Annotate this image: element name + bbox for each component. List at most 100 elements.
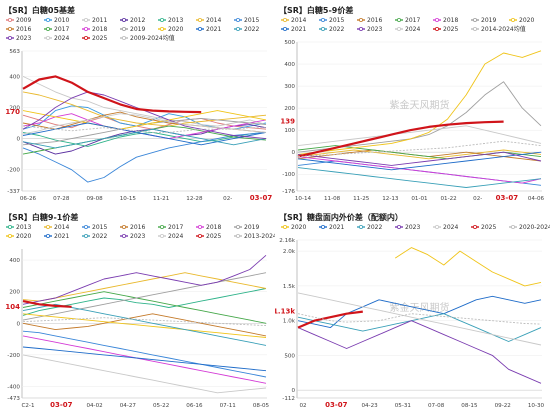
legend-entry[interactable]: 2019	[120, 26, 145, 33]
legend-entry[interactable]: 2022	[82, 233, 107, 240]
legend-entry[interactable]: 2025	[433, 26, 458, 33]
legend-entry[interactable]: 2020	[6, 233, 31, 240]
x-tick-label: 07-08	[428, 403, 445, 409]
legend-marker	[46, 26, 51, 31]
series-line-2021	[22, 346, 267, 372]
legend-label: 2013	[168, 17, 183, 24]
legend-entry[interactable]: 2023	[120, 233, 145, 240]
legend-marker	[397, 26, 402, 31]
legend-label: 2024	[443, 224, 458, 231]
legend-entry[interactable]: 2015	[234, 17, 259, 24]
legend-entry[interactable]: 2023	[6, 35, 31, 42]
legend-entry[interactable]: 2017	[395, 17, 420, 24]
legend-entry[interactable]: 2020	[281, 224, 306, 231]
x-tick-label: 09-22	[495, 403, 511, 409]
legend-entry[interactable]: 2018	[433, 17, 458, 24]
legend-entry[interactable]: 2024	[158, 233, 183, 240]
legend-entry[interactable]: 2013	[6, 224, 31, 231]
legend-entry[interactable]: 2014	[196, 17, 221, 24]
y-tick-label: 1.0k	[283, 319, 296, 325]
x-tick-label: 04-27	[120, 403, 137, 409]
legend-entry[interactable]: 2021	[281, 26, 306, 33]
y-tick-label: -112	[282, 396, 295, 402]
legend-entry[interactable]: 2025	[82, 35, 107, 42]
current-date-label: 03-07	[496, 194, 519, 202]
legend-marker	[84, 224, 89, 229]
legend-entry[interactable]: 2020	[158, 26, 183, 33]
legend-entry[interactable]: 2010	[44, 17, 69, 24]
legend-entry[interactable]: 2014	[281, 17, 306, 24]
legend-entry[interactable]: 2019	[234, 224, 259, 231]
legend-marker	[321, 224, 326, 229]
legend-entry[interactable]: 2024	[44, 35, 69, 42]
legend-entry[interactable]: 2014	[44, 224, 69, 231]
legend-entry[interactable]: 2022	[319, 26, 344, 33]
legend-label: 2022	[92, 233, 107, 240]
legend-entry[interactable]: 2025	[196, 233, 221, 240]
legend-entry[interactable]: 2023	[357, 26, 382, 33]
legend-entry[interactable]: 2025	[471, 224, 496, 231]
legend-entry[interactable]: 2015	[319, 17, 344, 24]
legend-marker	[359, 17, 364, 22]
legend-entry[interactable]: 2020	[509, 17, 534, 24]
series-line-2022	[297, 167, 542, 188]
legend-marker	[46, 233, 51, 238]
legend-marker	[235, 233, 240, 238]
series-line-2024	[297, 125, 542, 147]
legend-entry[interactable]: 2016	[6, 26, 31, 33]
legend-entry[interactable]: 2023	[395, 224, 420, 231]
y-tick-label: -337	[7, 189, 20, 195]
x-tick-label: 07-11	[220, 403, 237, 409]
legend-entry[interactable]: 2020-2024均值	[509, 223, 550, 231]
legend-entry[interactable]: 2011	[82, 17, 107, 24]
legend-label: 2020	[168, 26, 183, 33]
legend-marker	[159, 17, 164, 22]
legend-label: 2013-2024均值	[244, 232, 275, 240]
legend-marker	[434, 224, 439, 229]
legend-entry[interactable]: 2024	[395, 26, 420, 33]
legend-entry[interactable]: 2022	[234, 26, 259, 33]
legend-marker	[397, 17, 402, 22]
legend-marker	[359, 224, 364, 229]
series-line-2025	[22, 300, 72, 308]
legend-entry[interactable]: 2017	[158, 224, 183, 231]
y-tick-label: 0	[291, 388, 295, 394]
legend-label: 2018	[206, 224, 221, 231]
legend-marker	[510, 224, 515, 229]
legend-entry[interactable]: 2021	[196, 26, 221, 33]
series-line-2013	[22, 288, 267, 316]
legend-entry[interactable]: 2021	[319, 224, 344, 231]
legend-label: 2022	[329, 26, 344, 33]
legend-entry[interactable]: 2012	[120, 17, 145, 24]
legend-entry[interactable]: 2016	[120, 224, 145, 231]
legend-entry[interactable]: 2009	[6, 17, 31, 24]
legend-marker	[472, 224, 477, 229]
x-tick-label: 11-21	[153, 196, 170, 202]
legend-entry[interactable]: 2016	[357, 17, 382, 24]
legend-entry[interactable]: 2018	[82, 26, 107, 33]
legend-entry[interactable]: 2009-2024均值	[120, 34, 175, 42]
legend-entry[interactable]: 2015	[82, 224, 107, 231]
y-tick-label: 2.0k	[283, 249, 296, 255]
series-line-2024	[297, 292, 542, 346]
legend-entry[interactable]: 2014-2024均值	[471, 25, 526, 33]
y-tick-label: 100	[284, 128, 295, 134]
legend-marker	[235, 26, 240, 31]
legend-entry[interactable]: 2013	[158, 17, 183, 24]
legend-entry[interactable]: 2021	[44, 233, 69, 240]
legend-entry[interactable]: 2022	[357, 224, 382, 231]
y-tick-label: 2.16k	[279, 238, 295, 244]
legend-entry[interactable]: 2013-2024均值	[234, 232, 275, 240]
series-line-2009-2024均值	[22, 125, 266, 133]
legend-label: 2018	[92, 26, 107, 33]
legend-entry[interactable]: 2024	[433, 224, 458, 231]
legend-entry[interactable]: 2019	[471, 17, 496, 24]
legend-label: 2009	[16, 17, 31, 24]
legend-marker	[122, 224, 127, 229]
legend-entry[interactable]: 2018	[196, 224, 221, 231]
legend-entry[interactable]: 2017	[44, 26, 69, 33]
x-tick-label: 09-08	[86, 196, 103, 202]
legend-label: 2011	[92, 17, 107, 24]
legend-label: 2020	[291, 224, 306, 231]
